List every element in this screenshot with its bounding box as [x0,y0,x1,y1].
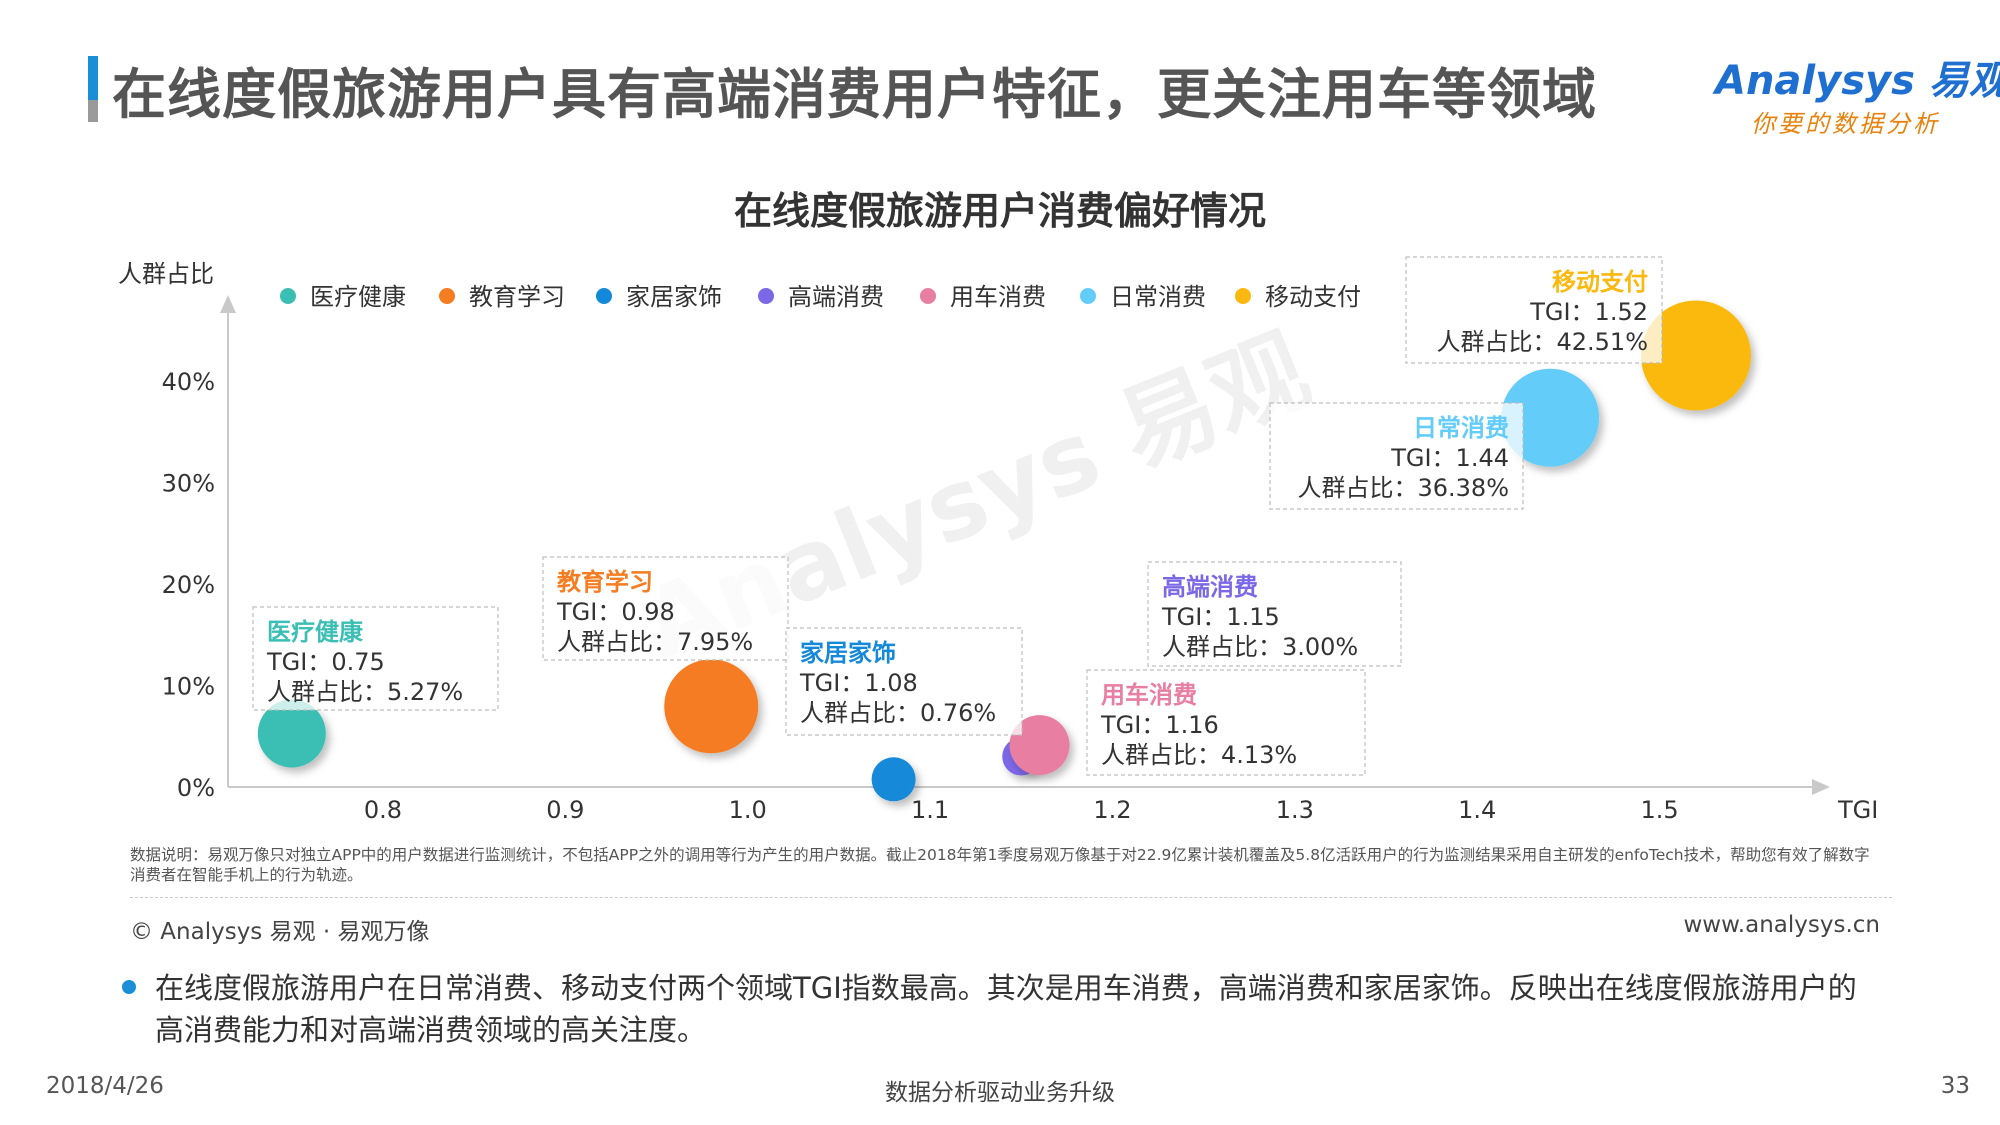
y-tick-label: 0% [177,774,215,802]
y-tick-label: 30% [162,469,215,497]
bubble-1 [257,699,326,768]
divider [130,897,1892,898]
legend-label: 高端消费 [788,283,884,311]
legend-marker [439,288,455,304]
x-tick-label: 1.4 [1458,796,1496,824]
logo-subtitle: 你要的数据分析 [1751,110,1940,138]
callout-name: 日常消费 [1413,414,1509,442]
callout-box [1405,256,1663,364]
bullet-icon [122,980,136,994]
analysys-logo: Analysys 易观 你要的数据分析 [1715,48,2000,138]
callout-box [542,556,789,661]
callout-share: 人群占比：36.38% [1297,474,1509,502]
x-tick-label: 0.8 [364,796,402,824]
legend-label: 日常消费 [1110,283,1206,311]
callout-tgi: TGI：1.16 [1100,711,1219,739]
callout-box [252,606,499,711]
callout-name: 用车消费 [1101,681,1197,709]
callout-name: 教育学习 [557,568,653,596]
callout-name: 移动支付 [1552,268,1648,296]
callout-name: 高端消费 [1162,573,1258,601]
legend-label: 教育学习 [469,283,565,311]
footer-date: 2018/4/26 [46,1073,164,1099]
callout-tgi: TGI：1.52 [1529,298,1648,326]
bubble-6 [1501,368,1600,467]
legend-marker [596,288,612,304]
x-tick-label: 1.2 [1093,796,1131,824]
callout-box [1086,669,1366,776]
callout-tgi: TGI：1.08 [799,669,918,697]
callout-name: 家居家饰 [800,639,896,667]
x-tick-label: 1.5 [1640,796,1678,824]
callout-box [1147,561,1402,667]
callout-tgi: TGI：1.15 [1161,603,1280,631]
y-tick-label: 20% [162,571,215,599]
callout-tgi: TGI：1.44 [1390,444,1509,472]
bubble-5 [1009,715,1070,776]
x-tick-label: 1.0 [729,796,767,824]
callout-share: 人群占比：0.76% [800,699,996,727]
callout-share: 人群占比：7.95% [557,628,753,656]
legend-marker [758,288,774,304]
bubble-chart: 人群占比 TGI 0% 10% 20% 30% 40% 0.8 0.9 1.0 1.1 1.2 1.3 1… [118,256,1878,824]
legend-marker [1235,288,1251,304]
legend-marker [1080,288,1096,304]
bubble-3 [871,757,916,802]
x-tick-label: 0.9 [546,796,584,824]
y-tick-label: 40% [162,368,215,396]
chart-title: 在线度假旅游用户消费偏好情况 [733,189,1266,233]
title-accent-bar [88,56,98,122]
callout-share: 人群占比：5.27% [267,678,463,706]
callout-box [1269,402,1524,510]
website-link[interactable]: www.analysys.cn [1683,912,1880,938]
callout-share: 人群占比：3.00% [1162,633,1358,661]
x-tick-label: 1.3 [1276,796,1314,824]
page-number: 33 [1940,1073,1970,1099]
callout-box [785,627,1023,736]
legend-marker [920,288,936,304]
summary-text: 在线度假旅游用户在日常消费、移动支付两个领域TGI指数最高。其次是用车消费，高端… [155,971,1857,1047]
x-axis-label: TGI [1837,796,1878,824]
callout-share: 人群占比：42.51% [1436,328,1648,356]
page-title: 在线度假旅游用户具有高端消费用户特征，更关注用车等领域 [112,63,1597,126]
callout-tgi: TGI：0.98 [556,598,675,626]
y-tick-label: 10% [162,672,215,700]
data-note: 数据说明：易观万像只对独立APP中的用户数据进行监测统计，不包括APP之外的调用… [130,846,1870,884]
logo-text: Analysys 易观 [1715,58,2000,104]
legend-label: 移动支付 [1265,283,1361,311]
callout-share: 人群占比：4.13% [1101,741,1297,769]
title-accent-bar-grey [88,100,98,122]
footer-slogan: 数据分析驱动业务升级 [885,1080,1115,1106]
copyright: © Analysys 易观 · 易观万像 [130,919,430,945]
legend-label: 用车消费 [950,283,1046,311]
legend-marker [280,288,296,304]
legend-label: 医疗健康 [310,283,406,311]
bubble-2 [664,659,759,754]
callout-name: 医疗健康 [267,618,364,646]
y-axis-label: 人群占比 [118,260,214,288]
legend-label: 家居家饰 [626,283,722,311]
callout-tgi: TGI：0.75 [266,648,385,676]
x-tick-label: 1.1 [911,796,949,824]
bubble-7 [1640,300,1751,411]
